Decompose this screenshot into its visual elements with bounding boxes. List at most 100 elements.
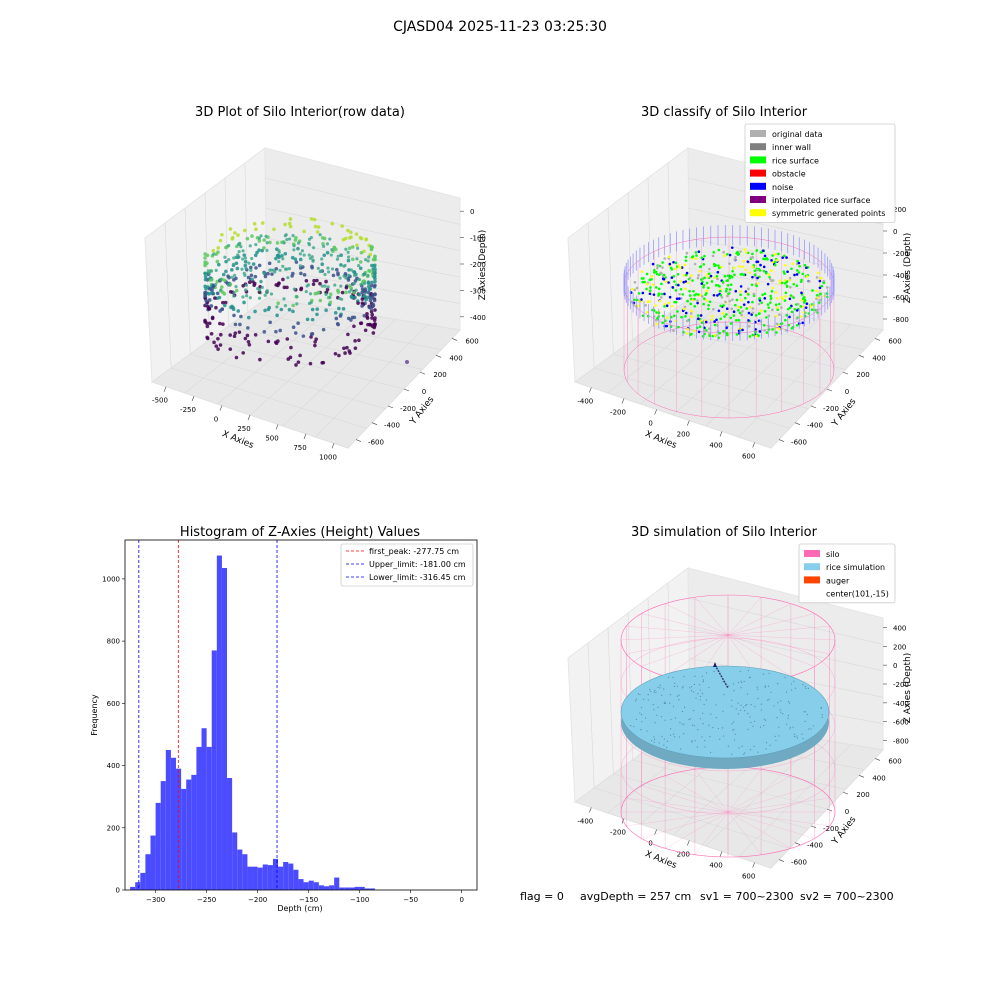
x-tick <box>219 405 223 411</box>
classified-point <box>702 284 706 287</box>
x-tick <box>191 396 195 402</box>
classified-point <box>783 318 787 322</box>
silo-roof-wire <box>694 597 729 636</box>
panel-raw-3d-plot: 3D Plot of Silo Interior(row data) -500-… <box>144 105 488 461</box>
silo-floor-wire <box>665 811 729 849</box>
classified-point <box>733 273 736 277</box>
raw-point <box>222 278 227 283</box>
classified-point <box>684 273 688 277</box>
classified-point <box>758 299 762 302</box>
silo-roof-wire <box>641 634 729 667</box>
raw-point-cloud <box>203 217 409 367</box>
classify-point-cloud <box>623 225 835 419</box>
rice-mesh-point <box>703 703 705 706</box>
raw-point <box>352 291 356 295</box>
raw-point <box>228 347 233 351</box>
z-tick-label: 0 <box>893 662 897 670</box>
raw-point <box>265 289 269 293</box>
classified-point <box>674 267 677 271</box>
x-tick-label: 0 <box>459 896 463 904</box>
classified-point <box>703 297 706 300</box>
classified-point <box>646 282 649 286</box>
histogram-reference-lines <box>138 540 278 890</box>
rice-mesh-point <box>793 733 795 735</box>
classified-point <box>680 266 684 269</box>
raw-point <box>368 322 372 327</box>
raw-point <box>260 221 265 225</box>
classified-point <box>654 318 658 322</box>
classified-point <box>689 302 693 306</box>
classified-point <box>679 288 683 291</box>
raw-point <box>288 217 293 221</box>
classified-point <box>741 265 745 268</box>
rice-mesh-point <box>788 702 791 704</box>
raw-point <box>306 283 311 287</box>
y-tick-label: 0 <box>116 887 120 895</box>
legend-label: silo <box>826 550 840 559</box>
raw-point <box>324 292 328 297</box>
raw-point <box>312 278 316 283</box>
classified-point <box>648 278 652 282</box>
z-tick-label: -200 <box>470 261 486 269</box>
histogram-bar <box>227 778 233 890</box>
y-tick <box>778 439 785 442</box>
classified-point <box>698 265 702 269</box>
x-tick-label: 1000 <box>319 453 337 461</box>
raw-point <box>346 278 351 282</box>
raw-point <box>234 355 239 360</box>
silo-roof-wire <box>665 603 729 636</box>
rice-mesh-point <box>699 699 701 701</box>
classified-point <box>790 267 793 271</box>
raw-point <box>253 253 258 258</box>
classified-point <box>730 307 734 311</box>
x-tick <box>275 424 279 430</box>
rice-mesh-point <box>653 709 655 711</box>
rice-mesh-point <box>796 735 798 737</box>
classified-point <box>815 289 818 293</box>
legend-frame <box>340 543 474 587</box>
raw-point <box>357 277 362 282</box>
raw-point <box>353 279 358 283</box>
rice-mesh-point <box>804 720 806 723</box>
classified-point <box>691 255 695 258</box>
raw-point <box>278 268 282 272</box>
rice-mesh-point <box>706 699 708 701</box>
simulation-x-axis-label: X Axies <box>643 849 678 871</box>
grid-line <box>670 311 865 350</box>
rice-mesh-point <box>820 707 822 709</box>
raw-point <box>368 252 373 257</box>
raw-point <box>226 283 231 287</box>
x-tick <box>719 431 723 437</box>
classified-point <box>670 304 674 308</box>
histogram-bar <box>206 746 212 890</box>
rice-mesh-point <box>787 714 790 716</box>
classified-point <box>657 292 661 295</box>
classified-point <box>710 318 714 321</box>
rice-mesh-point <box>674 736 676 738</box>
classified-point <box>645 272 649 276</box>
classified-point <box>718 289 722 293</box>
raw-point <box>246 339 251 344</box>
raw-point <box>316 225 321 229</box>
y-tick-label: 600 <box>107 700 120 708</box>
classified-point <box>765 256 768 260</box>
classified-point <box>785 280 788 284</box>
classified-point <box>775 297 779 300</box>
classified-point <box>732 310 736 314</box>
classified-point <box>682 307 686 311</box>
raw-point <box>247 342 252 347</box>
x-tick-label: 400 <box>709 862 722 870</box>
classified-point <box>743 248 747 251</box>
raw-point <box>296 246 300 251</box>
grid-line <box>224 177 229 327</box>
classified-point <box>680 297 683 300</box>
classified-point <box>724 289 728 293</box>
raw-point <box>277 259 281 264</box>
classified-point <box>694 251 698 254</box>
y-tick-label: -600 <box>791 439 807 447</box>
raw-point <box>247 261 251 265</box>
y-tick-label: -200 <box>823 405 839 413</box>
classified-point <box>655 322 658 326</box>
legend-swatch <box>750 169 766 177</box>
classified-point <box>713 320 716 323</box>
